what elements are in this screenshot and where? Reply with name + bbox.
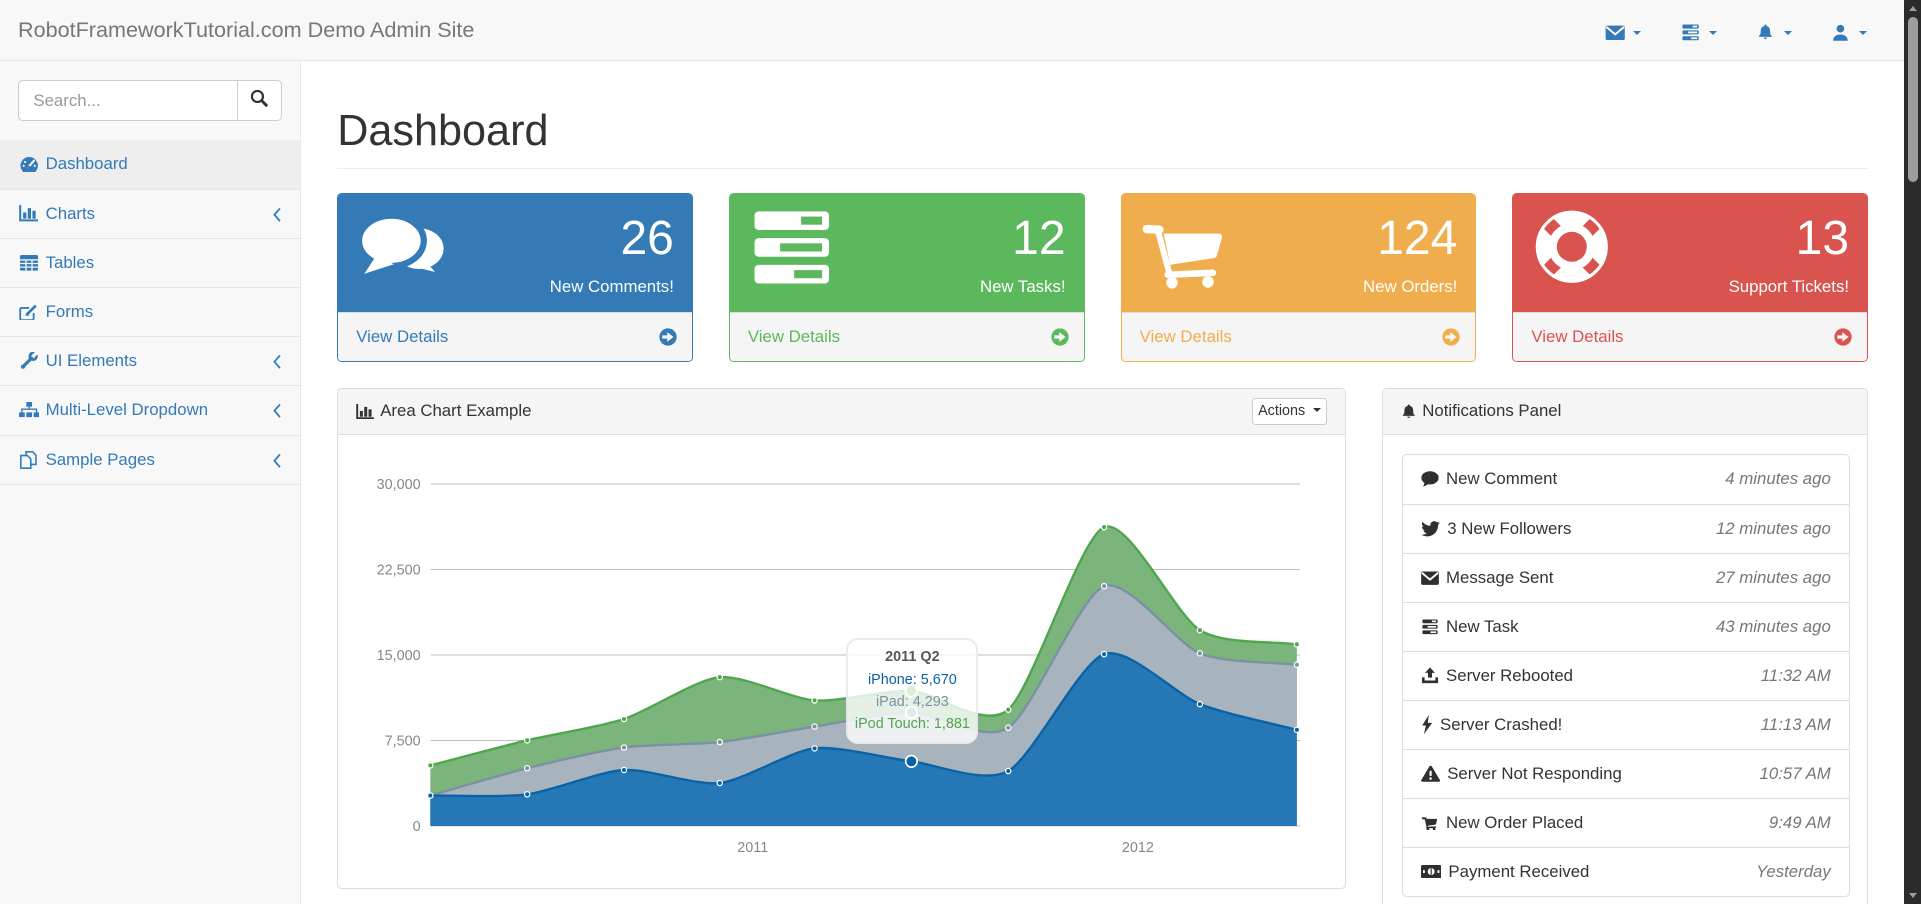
svg-text:0: 0 bbox=[413, 819, 421, 835]
svg-text:30,000: 30,000 bbox=[377, 477, 421, 493]
svg-text:15,000: 15,000 bbox=[377, 648, 421, 664]
svg-text:2012: 2012 bbox=[1122, 840, 1154, 856]
svg-text:7,500: 7,500 bbox=[385, 733, 421, 749]
svg-text:2011: 2011 bbox=[738, 840, 769, 856]
svg-text:22,500: 22,500 bbox=[377, 562, 421, 578]
